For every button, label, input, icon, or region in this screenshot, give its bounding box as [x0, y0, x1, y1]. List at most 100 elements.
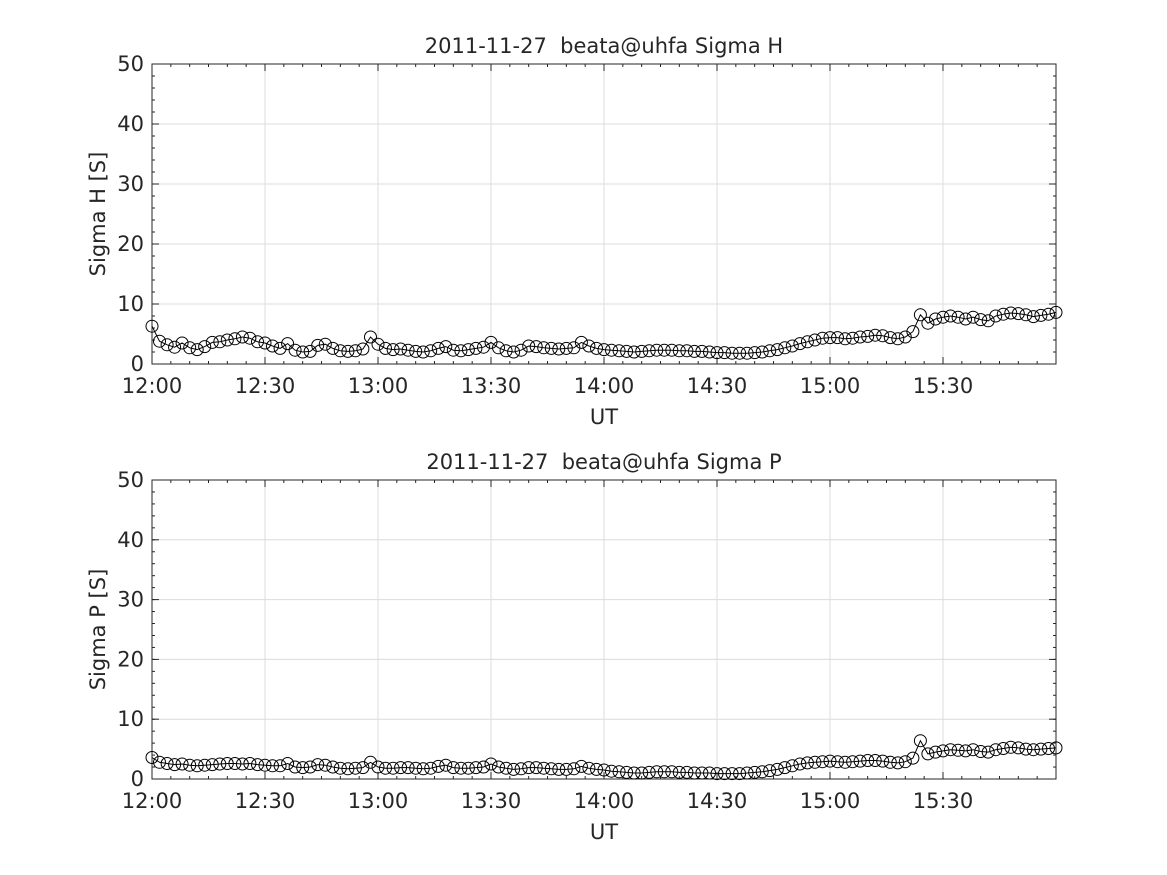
data-point — [853, 330, 867, 344]
data-point — [695, 766, 709, 780]
data-point — [974, 313, 988, 327]
data-point — [1011, 307, 1025, 321]
data-point — [1042, 307, 1055, 321]
data-point — [959, 312, 973, 326]
x-tick-label: 14:00 — [574, 789, 635, 813]
data-point — [989, 309, 1003, 323]
data-point — [1019, 742, 1033, 756]
data-point — [243, 331, 257, 345]
data-point — [627, 766, 641, 780]
x-tick-label: 12:30 — [235, 789, 296, 813]
data-point — [454, 761, 468, 775]
chart-panel-2: 12:00 12:30 13:00 13:30 14:00 14:30 15:00 15:30… — [86, 450, 1063, 844]
y-tick-label: 50 — [117, 52, 144, 76]
data-point — [680, 765, 694, 779]
data-point — [484, 757, 498, 771]
data-point — [514, 343, 528, 357]
data-point — [258, 758, 272, 772]
data-point — [1042, 742, 1055, 755]
data-point — [898, 755, 912, 769]
data-point — [936, 744, 950, 758]
data-point — [311, 758, 325, 772]
x-axis-label: UT — [590, 820, 618, 844]
x-axis-label: UT — [590, 405, 618, 429]
data-point — [160, 338, 174, 352]
data-point — [477, 340, 490, 354]
data-point — [424, 344, 438, 358]
data-point — [620, 344, 634, 358]
data-point — [1011, 741, 1025, 755]
data-point — [665, 343, 679, 357]
data-point — [522, 761, 536, 775]
data-point — [612, 765, 626, 779]
data-point — [469, 761, 483, 775]
data-point — [1034, 308, 1048, 322]
data-point — [431, 341, 445, 355]
data-point — [401, 761, 415, 775]
data-point — [936, 310, 950, 324]
data-point — [168, 340, 182, 354]
data-point — [951, 743, 965, 757]
data-point — [401, 343, 415, 357]
y-axis-label: Sigma H [S] — [86, 152, 110, 277]
data-point — [763, 764, 777, 778]
data-point — [409, 344, 423, 358]
data-point — [823, 331, 837, 345]
data-point — [883, 331, 897, 345]
data-point — [574, 335, 588, 349]
x-tick-label: 14:00 — [574, 374, 635, 398]
data-point — [778, 341, 792, 355]
data-point — [642, 344, 656, 358]
data-point — [816, 755, 829, 769]
data-point — [492, 760, 505, 774]
data-point — [861, 329, 875, 343]
data-point — [944, 309, 957, 323]
data-point — [996, 307, 1010, 321]
data-point — [725, 346, 739, 360]
data-point — [168, 758, 182, 772]
data-point — [424, 761, 438, 775]
data-point — [386, 343, 400, 357]
x-tick-label: 15:00 — [800, 789, 861, 813]
data-point — [190, 759, 204, 773]
data-point — [198, 340, 212, 354]
series-line — [151, 739, 1057, 775]
data-point — [672, 765, 686, 779]
data-point — [364, 330, 377, 344]
data-point — [687, 766, 701, 780]
data-point — [687, 344, 701, 358]
data-point — [288, 343, 302, 357]
y-tick-label: 40 — [117, 528, 144, 552]
data-point — [446, 343, 460, 357]
data-point — [906, 751, 920, 765]
data-point — [605, 764, 618, 778]
data-point — [838, 755, 852, 769]
data-point — [816, 331, 829, 345]
data-point — [831, 331, 844, 345]
data-point — [883, 755, 897, 769]
data-point — [228, 757, 242, 770]
data-point — [921, 747, 935, 761]
data-point — [281, 337, 295, 351]
data-point — [145, 319, 159, 333]
axes-frame — [151, 479, 1057, 780]
data-point — [348, 761, 362, 775]
data-point — [590, 341, 603, 355]
data-point — [273, 759, 287, 773]
data-point — [266, 759, 279, 773]
data-point — [831, 755, 844, 769]
y-tick-label: 10 — [117, 707, 144, 731]
y-tick-label: 20 — [117, 647, 144, 671]
data-point — [183, 758, 197, 772]
data-point — [989, 743, 1003, 757]
data-point — [635, 344, 649, 358]
data-point — [906, 325, 920, 339]
data-point — [273, 341, 287, 355]
data-point — [311, 338, 325, 352]
data-point — [235, 757, 249, 771]
x-tick-label: 12:00 — [122, 789, 183, 813]
data-point — [868, 328, 882, 342]
series-line — [151, 311, 1057, 354]
data-point — [235, 330, 249, 344]
data-point — [876, 329, 890, 343]
